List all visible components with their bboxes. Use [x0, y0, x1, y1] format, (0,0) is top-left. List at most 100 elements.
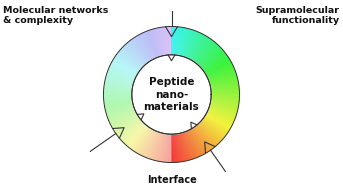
- Polygon shape: [163, 134, 167, 162]
- Polygon shape: [187, 131, 199, 157]
- Polygon shape: [202, 120, 224, 139]
- Polygon shape: [170, 134, 171, 163]
- Polygon shape: [126, 124, 145, 145]
- Polygon shape: [115, 56, 139, 72]
- Polygon shape: [198, 44, 217, 65]
- Polygon shape: [107, 71, 134, 81]
- Polygon shape: [173, 134, 175, 163]
- Polygon shape: [142, 33, 155, 59]
- Polygon shape: [206, 62, 232, 76]
- Polygon shape: [211, 97, 239, 99]
- Polygon shape: [107, 106, 134, 116]
- Polygon shape: [200, 122, 220, 143]
- Polygon shape: [144, 32, 156, 58]
- Polygon shape: [111, 61, 137, 76]
- Polygon shape: [209, 106, 236, 115]
- Polygon shape: [188, 130, 201, 156]
- Polygon shape: [105, 77, 133, 85]
- Polygon shape: [181, 133, 189, 160]
- Polygon shape: [106, 104, 133, 112]
- Polygon shape: [168, 26, 170, 55]
- Polygon shape: [182, 133, 190, 160]
- Polygon shape: [104, 92, 132, 94]
- Polygon shape: [167, 26, 169, 55]
- Polygon shape: [187, 131, 198, 157]
- Polygon shape: [211, 83, 239, 88]
- Polygon shape: [211, 98, 239, 102]
- Polygon shape: [120, 49, 142, 68]
- Polygon shape: [109, 67, 135, 79]
- Polygon shape: [209, 74, 237, 83]
- Polygon shape: [198, 124, 217, 146]
- Polygon shape: [211, 95, 239, 97]
- Polygon shape: [122, 122, 143, 142]
- Polygon shape: [104, 90, 132, 92]
- Polygon shape: [190, 34, 204, 60]
- Polygon shape: [129, 40, 147, 63]
- Polygon shape: [117, 53, 140, 71]
- Polygon shape: [193, 38, 210, 62]
- Polygon shape: [146, 31, 157, 58]
- Polygon shape: [191, 129, 206, 153]
- Polygon shape: [196, 41, 214, 64]
- Polygon shape: [207, 112, 233, 125]
- Polygon shape: [152, 132, 161, 160]
- Polygon shape: [137, 36, 152, 60]
- Polygon shape: [104, 90, 132, 93]
- Polygon shape: [187, 32, 199, 58]
- Polygon shape: [176, 134, 181, 162]
- Polygon shape: [181, 28, 188, 56]
- Polygon shape: [162, 134, 166, 162]
- Polygon shape: [211, 100, 239, 105]
- Polygon shape: [177, 134, 182, 162]
- Polygon shape: [201, 50, 223, 69]
- Polygon shape: [158, 133, 164, 161]
- Polygon shape: [203, 54, 227, 71]
- Polygon shape: [198, 43, 217, 65]
- Polygon shape: [139, 129, 153, 155]
- Polygon shape: [211, 85, 239, 90]
- Polygon shape: [205, 115, 230, 130]
- Polygon shape: [116, 54, 139, 72]
- Polygon shape: [105, 79, 133, 86]
- Polygon shape: [156, 133, 163, 161]
- Polygon shape: [210, 81, 238, 87]
- Polygon shape: [211, 96, 239, 98]
- Polygon shape: [158, 133, 164, 161]
- Polygon shape: [195, 126, 213, 149]
- Polygon shape: [179, 28, 185, 56]
- Polygon shape: [190, 129, 204, 155]
- Polygon shape: [209, 70, 235, 81]
- Polygon shape: [126, 43, 145, 65]
- Polygon shape: [108, 108, 134, 119]
- Polygon shape: [184, 132, 194, 159]
- Polygon shape: [211, 92, 239, 94]
- Polygon shape: [151, 132, 160, 160]
- Polygon shape: [211, 100, 239, 105]
- Polygon shape: [196, 125, 214, 148]
- Polygon shape: [116, 54, 140, 71]
- Polygon shape: [146, 131, 157, 158]
- Polygon shape: [122, 47, 143, 67]
- Polygon shape: [204, 56, 228, 73]
- Polygon shape: [139, 34, 153, 60]
- Polygon shape: [197, 42, 216, 64]
- Polygon shape: [174, 27, 177, 55]
- Polygon shape: [106, 105, 133, 113]
- Polygon shape: [191, 129, 205, 154]
- Polygon shape: [211, 97, 239, 100]
- Polygon shape: [171, 26, 172, 55]
- Polygon shape: [210, 102, 238, 109]
- Polygon shape: [144, 32, 156, 58]
- Polygon shape: [156, 133, 163, 161]
- Polygon shape: [184, 30, 193, 57]
- Polygon shape: [211, 98, 239, 101]
- Polygon shape: [104, 100, 132, 105]
- Polygon shape: [189, 130, 202, 156]
- Polygon shape: [177, 27, 181, 55]
- Polygon shape: [104, 95, 132, 97]
- Polygon shape: [108, 68, 135, 79]
- Polygon shape: [121, 48, 143, 67]
- Polygon shape: [154, 29, 162, 56]
- Polygon shape: [204, 117, 228, 133]
